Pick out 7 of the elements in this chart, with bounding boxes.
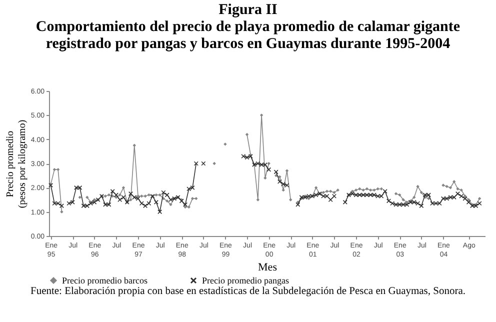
source-note: Fuente: Elaboración propia con base en estadísticas de la Subdelegación de Pesca en Guaymas, Sonora. [29, 286, 467, 297]
y-axis-title: Precio promedio (pesos por kilogramo) [4, 120, 28, 208]
chart-subtitle: Comportamiento del precio de playa promedio de calamar gigante registrado por pangas y barcos en Guaymas durante 1995-2004 [34, 19, 462, 53]
chart-title: Figura II [218, 2, 278, 19]
legend-label: Precio promedio barcos [62, 276, 148, 286]
legend-label: Precio promedio pangas [202, 276, 290, 286]
x-axis-title: Mes [258, 262, 277, 274]
